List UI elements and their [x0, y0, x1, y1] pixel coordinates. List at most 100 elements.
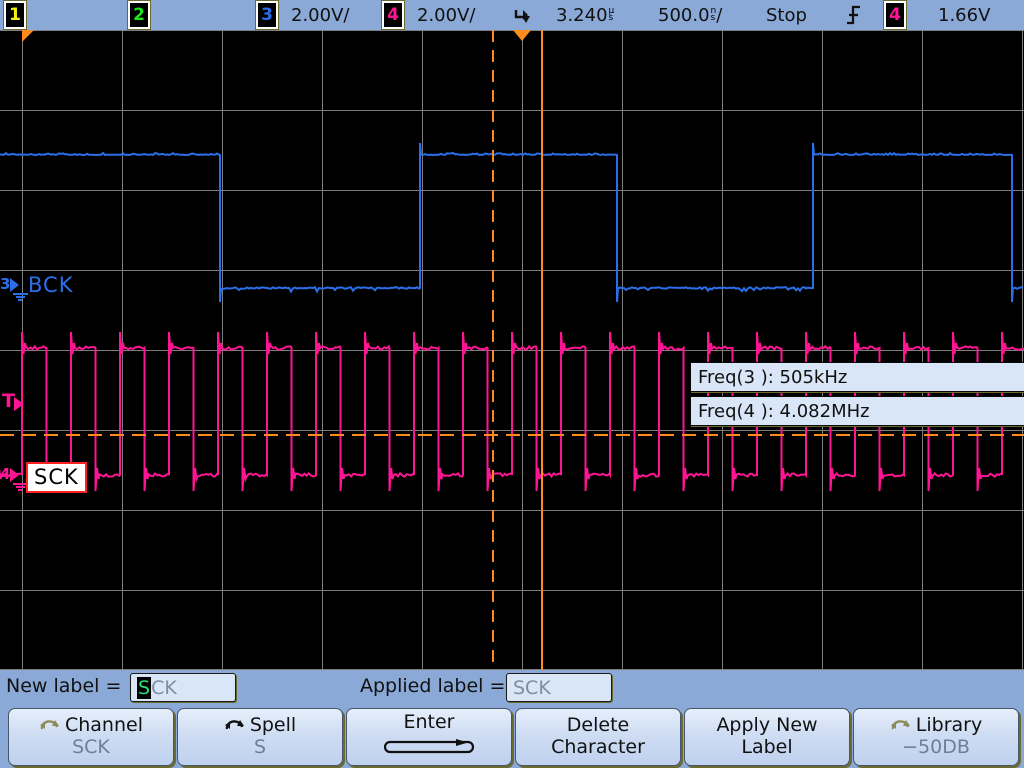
- axis-tick: [482, 350, 487, 351]
- axis-tick: [542, 350, 547, 351]
- new-label-remaining-text: CK: [151, 676, 177, 699]
- axis-tick: [522, 650, 523, 655]
- axis-tick: [782, 350, 787, 351]
- axis-tick: [522, 370, 523, 375]
- softkey-library[interactable]: Library −50DB: [853, 708, 1019, 766]
- softkey-delete-line2: Character: [551, 736, 645, 759]
- axis-tick: [882, 350, 887, 351]
- trigger-position-marker[interactable]: [513, 30, 531, 41]
- axis-tick: [522, 450, 523, 455]
- axis-tick: [522, 150, 523, 155]
- axis-tick: [42, 350, 47, 351]
- softkey-spell[interactable]: Spell S: [177, 708, 343, 766]
- timebase-readout[interactable]: 500.0 n s /: [658, 0, 722, 30]
- softkey-channel-label: Channel: [64, 714, 143, 737]
- channel-4-scale[interactable]: 2.00V/: [417, 4, 476, 26]
- axis-tick: [442, 350, 447, 351]
- axis-tick: [522, 330, 523, 335]
- axis-tick: [522, 630, 523, 635]
- delay-marker-icon: [512, 0, 534, 30]
- voltage-cursor[interactable]: [0, 434, 1024, 436]
- axis-tick: [522, 50, 523, 55]
- softkey-enter-label: Enter: [403, 711, 455, 734]
- axis-tick: [242, 350, 247, 351]
- delay-unit: μ s: [608, 5, 615, 23]
- trigger-source-channel[interactable]: 4: [884, 1, 906, 29]
- axis-tick: [182, 350, 187, 351]
- axis-tick: [522, 90, 523, 95]
- sidebar-item-ch3-ground[interactable]: 3: [0, 277, 20, 292]
- axis-tick: [522, 170, 523, 175]
- new-label-cursor-character: S: [137, 676, 152, 699]
- channel-3-number: 3: [261, 4, 273, 25]
- waveform-trace-sck: [0, 331, 1024, 492]
- softkey-delete-character[interactable]: Delete Character: [515, 708, 681, 766]
- sidebar-item-ch4-ground[interactable]: 4: [0, 465, 20, 483]
- softkey-row: Channel SCK Spell S: [0, 706, 1024, 768]
- ch3-label-text[interactable]: BCK: [28, 273, 74, 297]
- axis-tick: [982, 350, 987, 351]
- axis-tick: [162, 350, 167, 351]
- new-label-input[interactable]: S CK: [130, 673, 236, 702]
- softkey-apply-line1: Apply New: [716, 714, 818, 737]
- axis-tick: [522, 530, 523, 535]
- time-cursor-1[interactable]: [492, 30, 494, 670]
- softkey-enter[interactable]: Enter: [346, 708, 512, 766]
- measurement-freq-ch4[interactable]: Freq(4 ): 4.082MHz: [690, 396, 1024, 426]
- channel-2-indicator[interactable]: 2: [128, 0, 150, 30]
- enter-arrow-icon: [378, 738, 480, 761]
- axis-tick: [522, 130, 523, 135]
- delay-unit-base: s: [608, 13, 614, 23]
- measurement-freq-ch3-text: Freq(3 ): 505kHz: [698, 366, 848, 388]
- applied-label-caption: Applied label =: [360, 675, 506, 697]
- softkey-apply-line2: Label: [741, 736, 793, 759]
- channel-3-badge[interactable]: 3: [256, 1, 278, 29]
- timebase-suffix: /: [716, 4, 723, 26]
- trigger-level-arrow-icon: [13, 397, 24, 411]
- measurement-freq-ch4-text: Freq(4 ): 4.082MHz: [698, 400, 870, 422]
- axis-tick: [342, 350, 347, 351]
- memory-position-marker: [22, 30, 34, 42]
- softkey-spell-label: Spell: [249, 714, 297, 737]
- waveform-traces: [0, 142, 1024, 492]
- axis-tick: [942, 350, 947, 351]
- trigger-level-marker[interactable]: T: [2, 392, 24, 411]
- label-entry-row: New label = S CK Applied label = SCK: [0, 670, 1024, 706]
- channel-3-indicator[interactable]: 3 2.00V/: [256, 0, 349, 30]
- softkey-apply-new-label[interactable]: Apply New Label: [684, 708, 850, 766]
- axis-tick: [522, 570, 523, 575]
- channel-1-indicator[interactable]: 1: [4, 0, 26, 30]
- channel-2-badge[interactable]: 2: [128, 1, 150, 29]
- channel-4-indicator[interactable]: 4 2.00V/: [382, 0, 475, 30]
- softkey-library-label: Library: [915, 714, 983, 737]
- axis-tick: [522, 610, 523, 615]
- ch4-ground-symbol-icon: [12, 482, 28, 491]
- channel-1-badge[interactable]: 1: [4, 1, 26, 29]
- grid-line-h: [0, 30, 1024, 31]
- trigger-level-readout[interactable]: 1.66V: [938, 0, 990, 30]
- trigger-source-number: 4: [889, 4, 901, 25]
- waveform-graticule[interactable]: 3 BCK 4 SCK T Freq(3 ): 505kHz Freq(4 ):…: [0, 30, 1024, 670]
- channel-4-badge[interactable]: 4: [382, 1, 404, 29]
- new-label-caption: New label =: [6, 675, 122, 697]
- axis-tick: [862, 350, 867, 351]
- ch4-marker-number: 4: [0, 465, 11, 483]
- channel-3-scale[interactable]: 2.00V/: [291, 4, 350, 26]
- channel-1-number: 1: [9, 4, 21, 25]
- trigger-level-letter: T: [2, 390, 15, 412]
- rotary-knob-icon: [224, 718, 245, 734]
- time-cursor-2[interactable]: [541, 30, 543, 670]
- top-status-bar: 1 2 3 2.00V/ 4 2.00V/: [0, 0, 1024, 31]
- softkey-channel[interactable]: Channel SCK: [8, 708, 174, 766]
- rotary-knob-icon: [890, 718, 911, 734]
- delay-unit-prefix: μ: [608, 5, 615, 16]
- ch4-label-edit-box[interactable]: SCK: [26, 462, 87, 493]
- delay-readout[interactable]: 3.240 μ s: [556, 0, 614, 30]
- softkey-delete-line1: Delete: [566, 714, 630, 737]
- acquisition-status[interactable]: Stop: [766, 0, 807, 30]
- softkey-library-value: −50DB: [902, 736, 970, 759]
- measurement-freq-ch3[interactable]: Freq(3 ): 505kHz: [690, 362, 1024, 392]
- grid-line-h: [0, 110, 1024, 111]
- trigger-source-badge[interactable]: 4: [884, 0, 906, 30]
